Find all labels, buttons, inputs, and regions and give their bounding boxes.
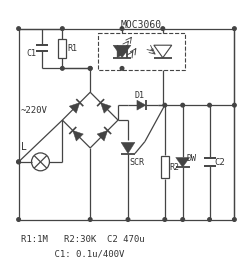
Circle shape [207,218,210,221]
Circle shape [207,103,210,107]
Circle shape [232,218,235,221]
Polygon shape [120,142,134,153]
Polygon shape [175,157,189,167]
Text: MOC3060: MOC3060 [120,20,161,30]
Bar [58,39,66,58]
Text: R1: R1 [67,44,77,53]
Circle shape [162,103,166,107]
Polygon shape [100,103,111,113]
Circle shape [17,160,20,164]
Circle shape [17,218,20,221]
Circle shape [232,103,235,107]
Circle shape [120,67,123,70]
Text: R2: R2 [169,163,179,172]
Circle shape [17,27,20,30]
Polygon shape [113,45,131,58]
Circle shape [180,103,184,107]
Polygon shape [117,45,127,58]
Circle shape [60,67,64,70]
Text: C1: C1 [26,49,36,58]
Text: D1: D1 [134,91,144,100]
Circle shape [88,67,92,70]
Circle shape [160,27,164,30]
Polygon shape [73,131,83,141]
Text: L: L [20,142,26,152]
Text: C2: C2 [214,158,224,167]
Bar [98,33,184,70]
Circle shape [88,67,92,70]
Circle shape [60,27,64,30]
Circle shape [162,218,166,221]
Circle shape [126,218,129,221]
Polygon shape [97,131,107,141]
Bar [160,156,168,178]
Circle shape [88,218,92,221]
Text: R1:1M   R2:30K  C2 470u: R1:1M R2:30K C2 470u [20,235,144,244]
Polygon shape [136,100,145,110]
Circle shape [120,27,123,30]
Text: ~220V: ~220V [20,106,47,115]
Text: SCR: SCR [129,158,143,167]
Text: C1: 0.1u/400V: C1: 0.1u/400V [33,250,123,259]
Circle shape [180,218,184,221]
Circle shape [232,27,235,30]
Circle shape [17,160,20,164]
Text: DW: DW [186,154,196,163]
Polygon shape [69,103,79,113]
